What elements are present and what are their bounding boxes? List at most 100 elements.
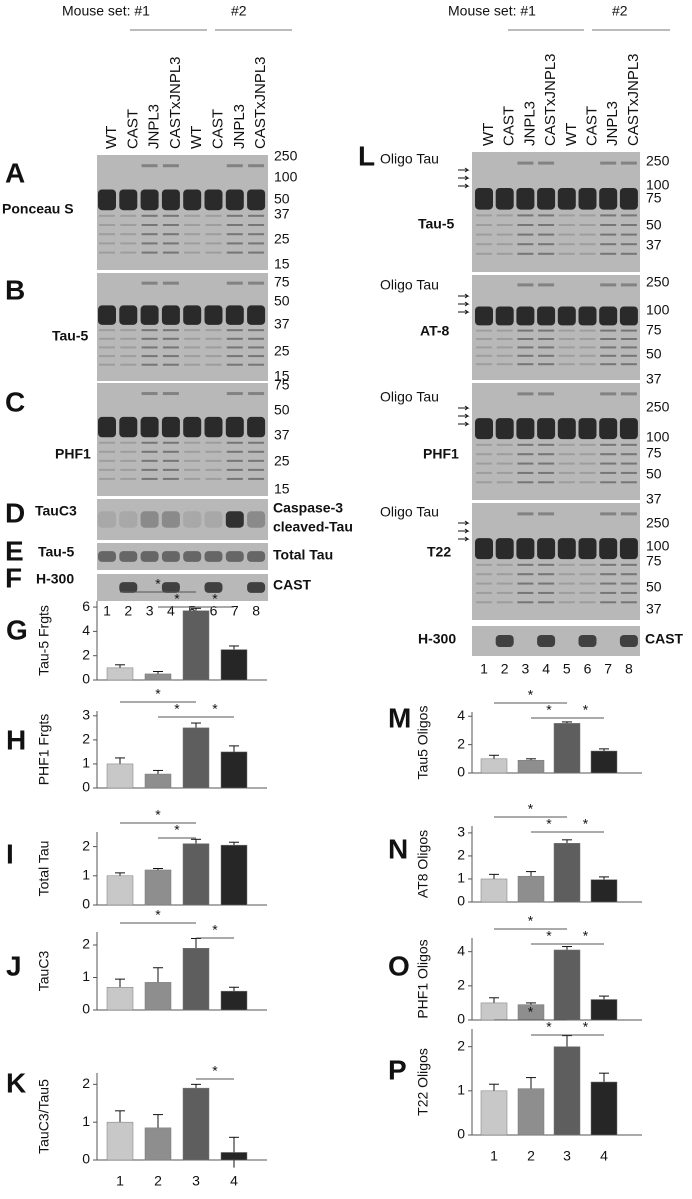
y-tick-label: 4 xyxy=(457,707,465,723)
band xyxy=(600,453,617,456)
band xyxy=(620,392,637,396)
band xyxy=(558,601,575,604)
band xyxy=(120,477,137,480)
significance-star: * xyxy=(155,576,161,592)
band xyxy=(579,214,596,217)
bar xyxy=(106,667,134,681)
marker-label: 100 xyxy=(646,538,670,554)
arrow xyxy=(458,309,470,315)
band xyxy=(161,305,180,325)
lane-label: CAST xyxy=(124,109,141,149)
marker-label: 50 xyxy=(274,191,290,207)
lane-number: 6 xyxy=(584,661,592,677)
bar xyxy=(106,987,134,1011)
band xyxy=(538,338,555,340)
band xyxy=(248,281,265,285)
lane-label: CAST xyxy=(583,106,600,146)
band xyxy=(579,354,596,357)
band xyxy=(579,346,596,349)
band xyxy=(99,477,115,480)
band xyxy=(517,582,534,585)
y-tick-label: 0 xyxy=(82,1151,90,1167)
band xyxy=(476,582,492,585)
band xyxy=(517,338,534,340)
band xyxy=(476,329,492,332)
band xyxy=(600,573,617,576)
band xyxy=(496,443,513,446)
band xyxy=(476,224,492,226)
header: Mouse set: #1 xyxy=(62,3,150,19)
lane-label: CASTxJNPL3 xyxy=(167,56,184,149)
band xyxy=(558,338,575,340)
lane-number: 8 xyxy=(625,661,633,677)
band xyxy=(205,337,222,340)
bar xyxy=(590,1081,618,1136)
y-tick-label: 1 xyxy=(82,1113,90,1129)
chart-letter: N xyxy=(388,833,408,864)
x-tick-label: 4 xyxy=(600,1148,608,1164)
band xyxy=(476,363,492,366)
bar xyxy=(106,1121,134,1161)
y-tick-label: 4 xyxy=(82,622,90,638)
significance-star: * xyxy=(528,1004,534,1020)
bar xyxy=(144,673,172,681)
band xyxy=(600,354,617,357)
band xyxy=(517,233,534,236)
band xyxy=(141,251,158,254)
band xyxy=(496,471,513,474)
y-tick-label: 0 xyxy=(82,1001,90,1017)
band xyxy=(579,591,596,594)
blot xyxy=(472,152,640,272)
bar xyxy=(106,875,134,906)
lane-number: 1 xyxy=(480,661,488,677)
marker-label: 250 xyxy=(646,399,670,415)
bar xyxy=(220,649,248,681)
band xyxy=(141,363,158,366)
band xyxy=(226,450,243,453)
band xyxy=(248,346,265,349)
band xyxy=(99,242,115,245)
band xyxy=(619,538,638,560)
band xyxy=(600,161,617,165)
band xyxy=(475,538,493,560)
band xyxy=(538,363,555,366)
band xyxy=(205,477,222,480)
y-tick-label: 3 xyxy=(457,824,465,840)
bar xyxy=(590,750,618,774)
significance-star: * xyxy=(174,822,180,838)
marker-label: 100 xyxy=(646,177,670,193)
band xyxy=(557,538,576,560)
bar xyxy=(590,999,618,1021)
band xyxy=(496,462,513,465)
marker-label: 37 xyxy=(646,237,662,253)
band xyxy=(600,462,617,465)
significance-star: * xyxy=(212,591,218,607)
blot xyxy=(97,383,268,496)
band xyxy=(119,416,138,438)
band xyxy=(248,441,265,444)
band xyxy=(120,441,137,444)
bar xyxy=(480,1002,508,1021)
marker-label: 50 xyxy=(646,346,662,362)
band xyxy=(600,346,617,349)
antibody-label: Tau-5 xyxy=(418,216,455,232)
band xyxy=(558,252,575,255)
x-tick-label: 2 xyxy=(154,1173,162,1189)
band xyxy=(558,354,575,357)
band xyxy=(579,252,596,255)
bar xyxy=(144,869,172,906)
band xyxy=(184,363,201,366)
band xyxy=(205,214,222,217)
panel-letter: E xyxy=(5,535,24,566)
marker-label: 37 xyxy=(646,491,662,507)
band xyxy=(475,306,493,326)
band xyxy=(162,281,179,285)
band xyxy=(600,224,617,226)
band xyxy=(517,354,534,357)
band xyxy=(140,189,159,211)
lane-number: 4 xyxy=(167,603,175,619)
y-tick-label: 3 xyxy=(82,707,90,723)
marker-label: 250 xyxy=(646,515,670,531)
band xyxy=(537,635,556,647)
band xyxy=(517,573,534,576)
